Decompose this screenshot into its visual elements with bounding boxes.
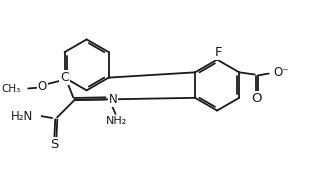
Text: O⁻: O⁻ <box>273 66 289 79</box>
Text: O: O <box>38 80 47 93</box>
Text: F: F <box>215 46 222 59</box>
Text: NH₂: NH₂ <box>106 116 127 126</box>
Text: CH₃: CH₃ <box>1 84 20 94</box>
Text: H₂N: H₂N <box>11 110 33 123</box>
Text: O: O <box>251 92 262 105</box>
Text: N: N <box>109 93 117 106</box>
Text: S: S <box>50 138 58 151</box>
Text: C: C <box>60 71 69 84</box>
